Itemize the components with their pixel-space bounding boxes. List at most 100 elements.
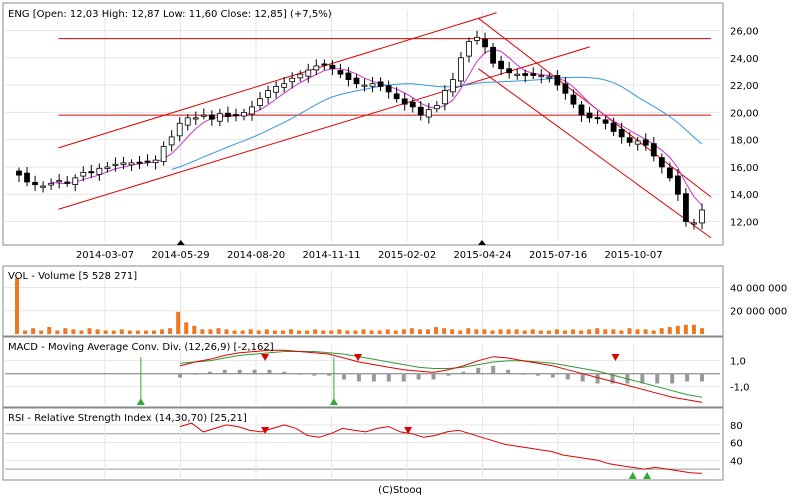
candle-up [80,171,87,177]
macd-histogram-bar [521,373,526,375]
candle-down [522,73,529,76]
x-tick-label: 2014-03-07 [76,250,134,261]
candle-up [200,114,207,117]
price-moving-averages [51,48,703,206]
volume-bar [289,329,293,334]
candle-up [634,140,641,145]
candle-up [72,177,79,185]
volume-bar [23,330,28,334]
volume-bar [691,324,696,334]
volume-panel-frame [2,265,724,337]
volume-bar [176,311,181,334]
candle-down [674,175,681,195]
candle-down [554,74,561,86]
macd-y-tick-label: 1,0 [730,357,746,368]
volume-bar [554,329,559,334]
macd-lines [179,349,703,403]
macd-histogram-bar [491,365,496,374]
rsi-y-tick-label: 40 [730,456,743,467]
candle-up [691,222,697,225]
candle-up [514,73,521,76]
volume-bar [417,329,422,334]
candle-up [297,73,304,79]
candle-up [160,146,167,163]
candle-up [441,90,448,105]
volume-bar [563,330,567,334]
x-tick-label: 2015-04-24 [453,250,511,261]
macd-histogram-bar [237,369,242,374]
price-markers [176,240,486,245]
candle-down [626,137,633,143]
macd-histogram-bar [356,373,361,382]
trend-line-down-lower [478,68,712,239]
price-y-tick-label: 14,00 [730,190,759,201]
candle-up [265,90,271,98]
volume-bar [466,328,471,334]
ma-short-line [51,48,703,206]
candle-up [546,76,553,79]
volume-bar [39,330,44,334]
x-axis-ticks: 2014-03-07 2014-05-29 2014-08-20 2014-11-11… [76,250,663,261]
macd-buy-marker [136,398,145,405]
candle-down [144,160,151,163]
candle-down [666,167,673,179]
volume-bar [127,330,132,334]
rsi-markers [261,427,652,479]
volume-bar [103,330,108,334]
candle-down [530,73,537,76]
volume-bar [522,330,527,334]
volume-bar [272,330,277,334]
macd-histogram-bar [565,373,570,380]
volume-bar [232,330,237,334]
volume-bar [401,329,406,334]
candle-down [64,181,71,184]
macd-histogram-bar [192,373,197,375]
candle-down [506,68,513,74]
volume-bar [55,330,60,334]
macd-y-tick-label: -1,0 [730,383,750,394]
volume-bar [192,325,197,334]
candle-down [594,117,601,120]
macd-histogram-bar [655,373,660,384]
candle-down [24,172,30,183]
rsi-y-tick-label: 80 [730,421,743,432]
price-y-tick-label: 20,00 [730,108,759,119]
volume-bar [208,329,213,334]
volume-bar [667,327,672,334]
candle-up [112,163,119,166]
macd-histogram-bar [446,373,451,376]
volume-bar [31,328,36,334]
candle-up [369,83,376,87]
volume-bar [675,325,680,334]
price-y-tick-label: 22,00 [730,81,759,92]
footer-credit: (C)Stooq [378,485,422,496]
volume-bar [611,329,616,334]
volume-bar [635,329,640,334]
macd-y-ticks: 1,0 -1,0 [730,357,750,394]
volume-bar [95,329,100,334]
x-tick-label: 2014-05-29 [151,250,209,261]
volume-bar [546,330,551,334]
volume-bar [47,327,52,334]
candle-down [321,63,328,66]
candle-down [642,139,649,146]
macd-histogram-bar [506,369,511,374]
volume-bar [571,329,576,334]
volume-bar [627,328,632,334]
price-y-tick-label: 18,00 [730,136,759,147]
price-y-tick-label: 12,00 [730,218,759,229]
volume-bar [530,329,535,334]
macd-histogram-bar [312,373,317,376]
volume-bar [71,329,76,334]
candle-down [482,38,488,48]
volume-bar [160,329,165,334]
volume-bar [450,329,455,334]
candle-down [602,119,609,124]
rsi-buy-marker [643,472,652,479]
candle-up [216,113,223,122]
candle-up [128,162,135,166]
macd-histogram-bar [327,373,332,376]
macd-histogram-bar [640,373,645,384]
volume-bar [603,329,608,334]
macd-histogram-bar [267,369,272,374]
